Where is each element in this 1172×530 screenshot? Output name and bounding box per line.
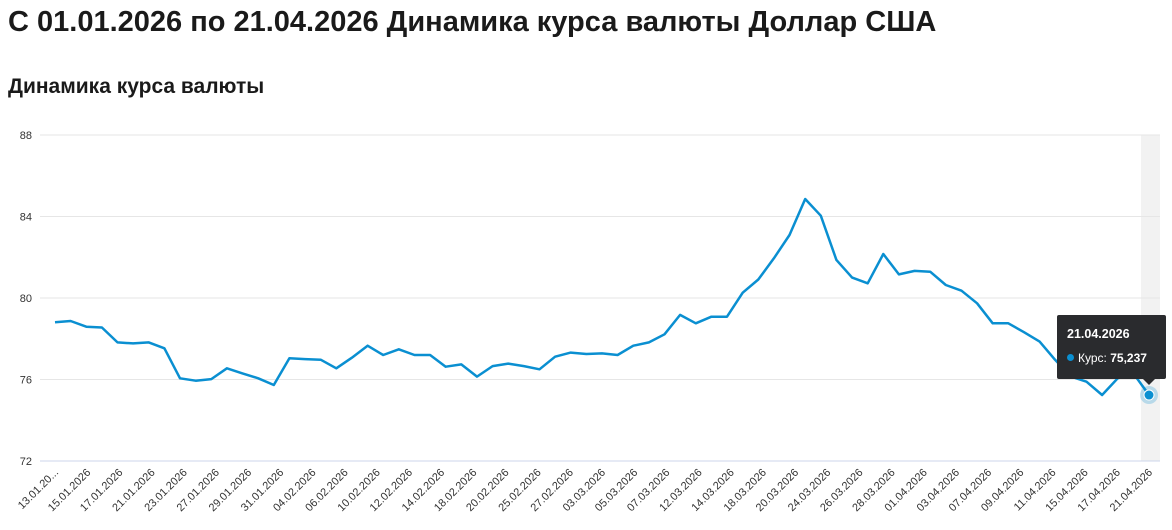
y-tick-label: 84 (20, 212, 32, 224)
tooltip-value: 75,237 (1110, 351, 1147, 365)
y-tick-label: 76 (20, 375, 32, 387)
series-line (54, 197, 1151, 397)
tooltip-label: Курс: (1078, 351, 1107, 365)
chart-subtitle: Динамика курса валюты (8, 75, 265, 98)
y-tick-label: 88 (20, 130, 32, 142)
tooltip-row: Курс: 75,237 (1067, 351, 1147, 365)
chart-tooltip: 21.04.2026 Курс: 75,237 (1057, 315, 1166, 385)
tooltip-date: 21.04.2026 (1067, 327, 1130, 341)
y-tick-label: 72 (20, 456, 32, 468)
page-title: С 01.01.2026 по 21.04.2026 Динамика курс… (8, 6, 937, 38)
y-tick-label: 80 (20, 293, 32, 305)
series-dot-icon (1067, 354, 1074, 361)
hover-point (1143, 389, 1155, 401)
